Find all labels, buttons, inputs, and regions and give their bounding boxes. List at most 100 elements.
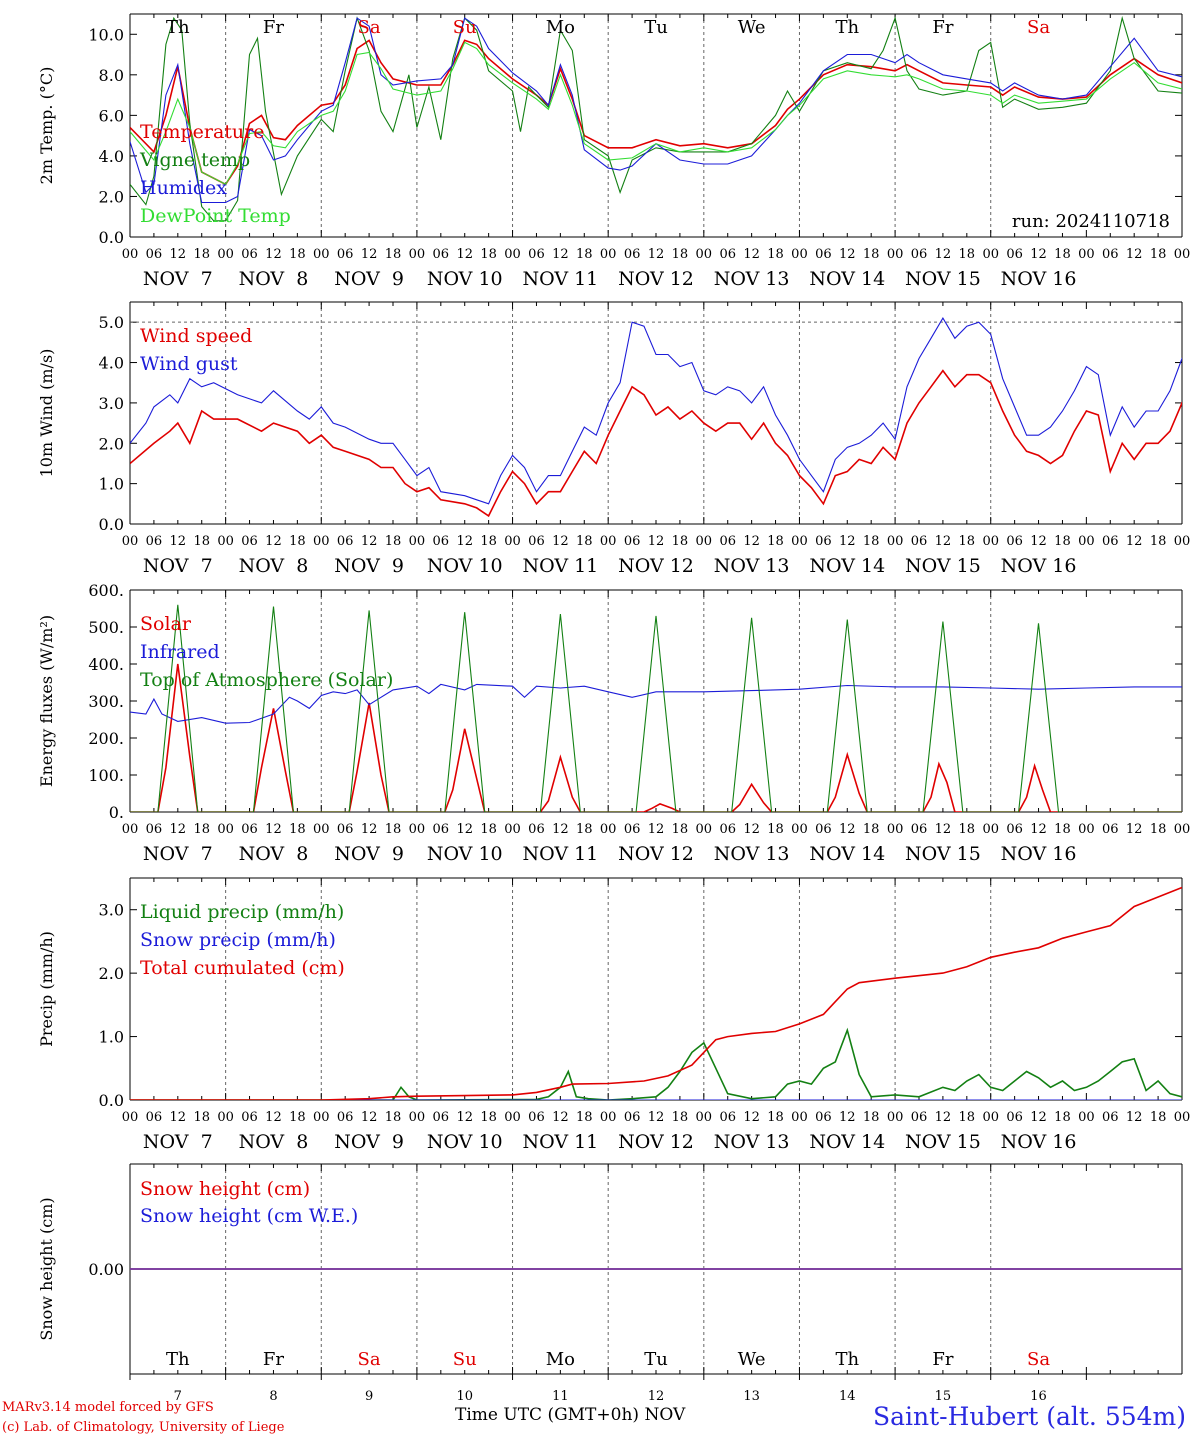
day-label: NOV 12 — [618, 843, 694, 865]
y-tick-label: 5.0 — [99, 313, 124, 332]
day-label: NOV 16 — [1001, 268, 1077, 290]
hour-tick-label: 12 — [456, 1110, 473, 1125]
series-line-2 — [130, 15, 1182, 222]
hour-tick-label: 00 — [1174, 247, 1191, 262]
y-tick-label: 3.0 — [99, 901, 124, 920]
hour-tick-label: 18 — [576, 534, 593, 549]
series-line-1 — [130, 39, 1182, 186]
hour-tick-label: 06 — [719, 1110, 736, 1125]
hour-tick-label: 06 — [624, 822, 641, 837]
hour-tick-label: 18 — [959, 534, 976, 549]
day-label: NOV 15 — [905, 555, 981, 577]
series-line-2 — [130, 317, 1182, 505]
weekday-label: We — [738, 17, 766, 38]
hour-tick-label: 06 — [1102, 247, 1119, 262]
hour-tick-label: 06 — [528, 822, 545, 837]
hour-tick-label: 06 — [1102, 534, 1119, 549]
series-line-1 — [130, 1027, 1182, 1100]
y-tick-label: 2.0 — [99, 187, 124, 206]
hour-tick-label: 12 — [552, 534, 569, 549]
hour-tick-label: 12 — [361, 1110, 378, 1125]
hour-tick-label: 12 — [1126, 822, 1143, 837]
panel-1: 0.0 2.0 4.0 6.0 8.0 10.0 2m Temp. (°C) Temperat… — [37, 13, 1191, 290]
day-number-label: 15 — [935, 1389, 952, 1404]
hour-tick-label: 00 — [217, 247, 234, 262]
hour-tick-label: 06 — [1102, 822, 1119, 837]
y-axis-title: 10m Wind (m/s) — [37, 349, 56, 478]
hour-tick-label: 12 — [648, 247, 665, 262]
legend-entry: Wind gust — [140, 353, 238, 375]
day-label: NOV 14 — [809, 1131, 885, 1153]
y-tick-label: 400. — [88, 655, 124, 674]
y-tick-label: 10.0 — [88, 25, 124, 44]
weekday-label: Th — [835, 1349, 859, 1370]
hour-tick-label: 00 — [217, 1110, 234, 1125]
hour-tick-label: 00 — [122, 1110, 139, 1125]
hour-tick-label: 00 — [1078, 247, 1095, 262]
hour-tick-label: 00 — [982, 822, 999, 837]
hour-tick-label: 00 — [600, 534, 617, 549]
hour-tick-label: 18 — [1150, 822, 1167, 837]
hour-tick-label: 00 — [791, 822, 808, 837]
legend-entry: Infrared — [140, 641, 220, 663]
hour-tick-label: 18 — [959, 1110, 976, 1125]
y-tick-label: 500. — [88, 618, 124, 637]
hour-tick-label: 06 — [911, 247, 928, 262]
hour-tick-label: 06 — [911, 822, 928, 837]
legend-entry: DewPoint Temp — [140, 205, 291, 227]
hour-tick-label: 06 — [911, 534, 928, 549]
day-label: NOV 14 — [809, 555, 885, 577]
weekday-label: We — [738, 1349, 766, 1370]
hour-tick-label: 00 — [696, 534, 713, 549]
weekday-label: Tu — [644, 1349, 668, 1370]
weekday-label: Su — [453, 1349, 477, 1370]
y-tick-label: 0. — [109, 803, 124, 822]
hour-tick-label: 06 — [719, 822, 736, 837]
hour-tick-label: 00 — [696, 822, 713, 837]
y-tick-label: 300. — [88, 692, 124, 711]
y-tick-label: 200. — [88, 729, 124, 748]
hour-tick-label: 00 — [982, 534, 999, 549]
hour-tick-label: 06 — [719, 534, 736, 549]
day-number-label: 7 — [174, 1389, 182, 1404]
hour-tick-label: 12 — [1126, 247, 1143, 262]
day-label: NOV 11 — [522, 555, 598, 577]
series-line-1 — [130, 663, 1182, 812]
hour-tick-label: 12 — [743, 822, 760, 837]
hour-tick-label: 06 — [433, 534, 450, 549]
hour-tick-label: 12 — [265, 822, 282, 837]
legend-entry: Wind speed — [140, 325, 252, 347]
y-axis-title: Energy fluxes (W/m²) — [37, 615, 56, 787]
day-label: NOV 10 — [427, 268, 503, 290]
hour-tick-label: 12 — [265, 534, 282, 549]
day-label: NOV 7 — [143, 555, 213, 577]
day-label: NOV 8 — [239, 843, 309, 865]
day-number-label: 16 — [1030, 1389, 1047, 1404]
hour-tick-label: 12 — [552, 1110, 569, 1125]
legend-entry: Liquid precip (mm/h) — [140, 901, 344, 923]
hour-tick-label: 06 — [1006, 534, 1023, 549]
hour-tick-label: 18 — [193, 534, 210, 549]
hour-tick-label: 18 — [863, 1110, 880, 1125]
y-tick-label: 0.00 — [88, 1260, 124, 1279]
hour-tick-label: 06 — [337, 822, 354, 837]
day-label: NOV 9 — [334, 555, 404, 577]
hour-tick-label: 18 — [672, 534, 689, 549]
weekday-label: Tu — [644, 17, 668, 38]
hour-tick-label: 06 — [624, 247, 641, 262]
hour-tick-label: 00 — [791, 534, 808, 549]
hour-tick-label: 12 — [1126, 1110, 1143, 1125]
hour-tick-label: 18 — [959, 247, 976, 262]
hour-tick-label: 18 — [193, 1110, 210, 1125]
hour-tick-label: 00 — [791, 1110, 808, 1125]
day-label: NOV 9 — [334, 843, 404, 865]
hour-tick-label: 00 — [122, 534, 139, 549]
hour-tick-label: 12 — [935, 1110, 952, 1125]
hour-tick-label: 00 — [409, 534, 426, 549]
y-tick-label: 1.0 — [99, 1028, 124, 1047]
weekday-label: Mo — [546, 1349, 575, 1370]
hour-tick-label: 00 — [504, 247, 521, 262]
hour-tick-label: 18 — [576, 822, 593, 837]
hour-tick-label: 18 — [385, 1110, 402, 1125]
y-tick-label: 4.0 — [99, 354, 124, 373]
